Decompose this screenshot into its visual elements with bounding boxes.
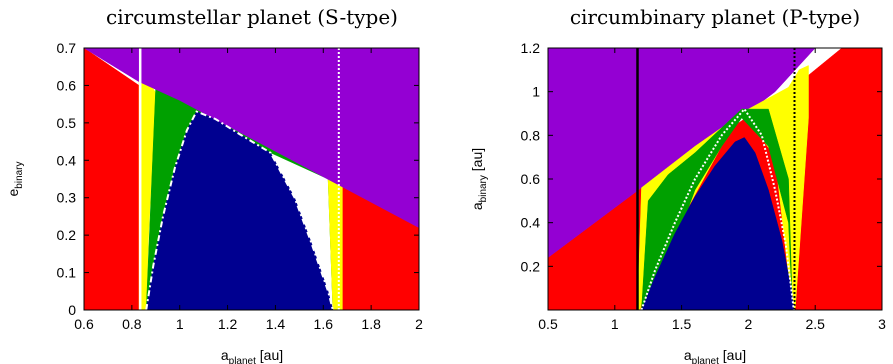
y-tick-label: 0.4 [521, 215, 541, 231]
x-axis-label: aplanet [au] [684, 347, 746, 364]
panel-s-type: circumstellar planet (S-type) 0.6 0.8 1 1.2… [5, 5, 423, 364]
y-tick-label: 0.2 [521, 258, 541, 274]
x-axis-label-unit: [au] [256, 347, 283, 363]
y-tick-label: 0.2 [57, 227, 77, 243]
y-tick-label: 0.7 [57, 40, 77, 56]
x-tick-label: 1.2 [218, 316, 238, 332]
y-axis-label: ebinary [5, 161, 25, 196]
y-axis-label-base: e [5, 189, 21, 197]
y-tick-label: 0.3 [57, 190, 77, 206]
y-tick-label: 1.2 [521, 40, 541, 56]
panel-title: circumbinary planet (P-type) [570, 5, 860, 29]
x-tick-label: 1.6 [314, 316, 334, 332]
x-tick-label: 2 [415, 316, 423, 332]
x-tick-label: 2.5 [805, 316, 825, 332]
y-axis-label-base: a [469, 202, 485, 210]
y-tick-label: 1 [532, 84, 540, 100]
x-tick-label: 1.8 [361, 316, 381, 332]
x-axis-label-sub: planet [692, 356, 719, 364]
x-tick-label: 1 [176, 316, 184, 332]
x-axis-label-unit: [au] [719, 347, 746, 363]
y-tick-label: 0.1 [57, 265, 77, 281]
x-tick-label: 1 [611, 316, 619, 332]
x-axis-label: aplanet [au] [221, 347, 283, 364]
plot-area [84, 48, 419, 310]
y-tick-label: 0.5 [57, 115, 77, 131]
stability-region-4 [327, 178, 343, 310]
stability-region-3 [641, 108, 793, 310]
y-axis-label-sub: binary [478, 175, 489, 202]
y-tick-label: 0.6 [521, 171, 541, 187]
x-axis-label-base: a [221, 347, 229, 363]
x-tick-label: 0.5 [538, 316, 558, 332]
y-axis-label-unit: [au] [469, 148, 485, 175]
y-tick-label: 0.8 [521, 127, 541, 143]
stability-region-0 [84, 48, 140, 310]
x-tick-label: 2 [745, 316, 753, 332]
y-tick-label: 0.6 [57, 77, 77, 93]
y-axis-label-sub: binary [14, 161, 25, 188]
x-tick-label: 0.8 [122, 316, 142, 332]
panel-title: circumstellar planet (S-type) [106, 5, 398, 29]
boundary-line-2 [145, 110, 334, 310]
plot-area [548, 48, 882, 310]
y-tick-label: 0.4 [57, 152, 77, 168]
x-tick-label: 3 [878, 316, 886, 332]
x-tick-label: 1.5 [672, 316, 692, 332]
x-axis-label-base: a [684, 347, 692, 363]
stability-region-6 [84, 48, 419, 228]
y-tick-label: 0 [68, 302, 76, 318]
stability-region-4 [641, 137, 795, 310]
plot-frame [83, 47, 420, 311]
x-tick-label: 0.6 [74, 316, 94, 332]
boundary-line-2 [640, 107, 795, 310]
tick-group: 0.5 1 1.5 2 2.5 3 0.2 0.4 0.6 0.8 1 1.2 [521, 40, 887, 332]
tick-group: 0.6 0.8 1 1.2 1.4 1.6 1.8 2 0 0.1 0.2 0.3 0.4 0.5 0.6 0… [57, 40, 424, 332]
x-tick-label: 1.4 [266, 316, 286, 332]
x-axis-label-sub: planet [229, 356, 256, 364]
y-axis-label: abinary [au] [469, 148, 489, 210]
panel-p-type: circumbinary planet (P-type) 0.5 1 1.5 2 2.5… [469, 5, 886, 364]
